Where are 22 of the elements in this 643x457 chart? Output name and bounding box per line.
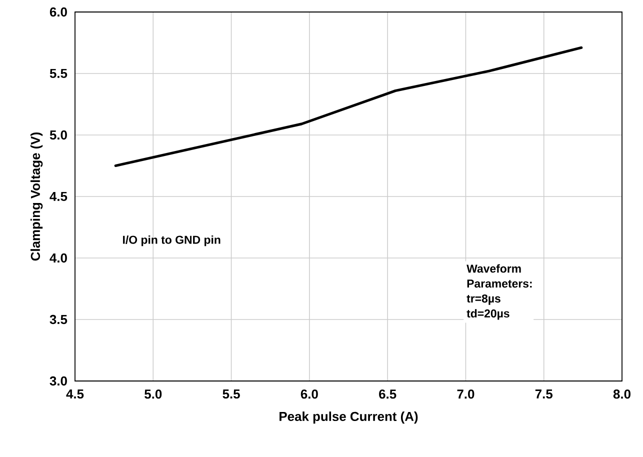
y-tick-label: 5.0	[50, 130, 67, 140]
y-tick-label: 5.5	[50, 68, 68, 78]
x-tick-label: 5.5	[222, 390, 240, 399]
annotation: I/O pin to GND pin	[123, 235, 220, 246]
y-tick-label: 4.0	[50, 253, 67, 263]
line-series	[114, 46, 583, 168]
y-tick-label: 3.0	[50, 376, 67, 386]
x-tick-label: 6.5	[379, 390, 396, 399]
y-tick-label: 3.5	[50, 314, 68, 324]
x-tick-label: 7.0	[457, 390, 474, 399]
y-tick-label: 4.5	[50, 192, 68, 202]
x-tick-label: 6.0	[300, 390, 318, 399]
annotation: td=20µs	[466, 309, 510, 320]
x-tick-label: 7.5	[535, 390, 553, 399]
x-tick-label: 4.5	[66, 390, 84, 399]
x-tick-label: 8.0	[613, 390, 630, 399]
x-axis-title: Peak pulse Current (A)	[280, 412, 418, 424]
annotation: tr=8µs	[466, 294, 500, 305]
x-tick-label: 5.0	[144, 390, 162, 399]
annotation: Waveform Parameters:	[466, 264, 532, 288]
y-tick-label: 6.0	[50, 7, 67, 17]
y-axis-title: Clamping Voltage (V)	[30, 132, 43, 261]
